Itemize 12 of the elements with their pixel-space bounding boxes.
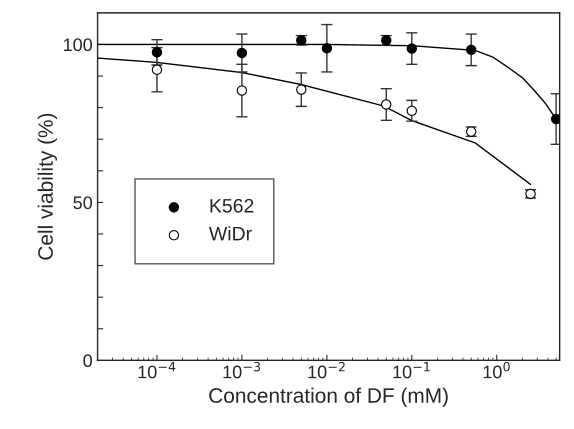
legend-label: K562	[210, 198, 254, 213]
y-axis-title: Cell viability (%)	[38, 114, 58, 260]
x-axis-title: Concentration of DF (mM)	[209, 388, 448, 408]
legend-label: WiDr	[209, 226, 252, 240]
x-tick-label: 10$^{−4}$	[138, 362, 176, 378]
x-tick-label: 10$^{0}$	[484, 362, 510, 378]
x-tick-label: 10$^{−2}$	[308, 362, 345, 378]
x-tick-label: 10$^{−1}$	[393, 362, 430, 378]
y-tick-label: 50	[73, 196, 92, 210]
y-tick-label: 100	[64, 38, 92, 52]
y-tick-label: 0	[83, 354, 92, 368]
x-tick-label: 10$^{−3}$	[224, 362, 260, 378]
